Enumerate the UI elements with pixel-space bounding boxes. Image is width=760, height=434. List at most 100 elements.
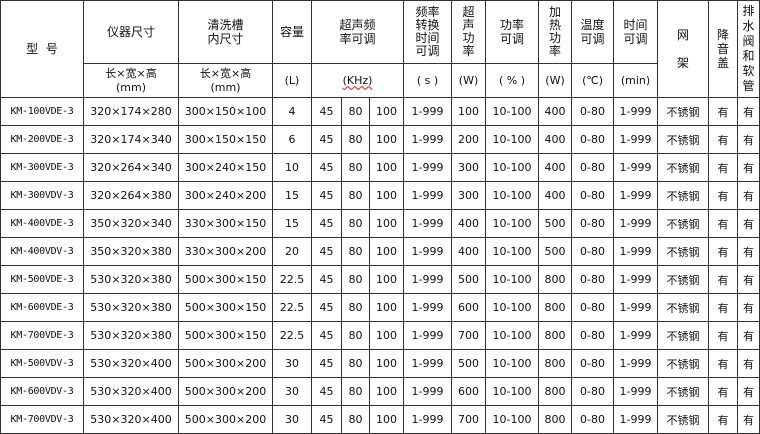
cell-capacity: 15 [272,181,312,210]
header-model: 型 号 [0,0,84,98]
cell-power-adjust: 10-100 [485,405,540,434]
cell-basket: 不锈钢 [657,181,710,210]
cell-drain: 有 [737,321,760,350]
cell-drain: 有 [737,181,760,210]
cell-basket: 不锈钢 [657,237,710,266]
unit-power-adjust: ( % ) [485,63,540,98]
cell-temperature: 0-80 [571,349,615,378]
cell-drain: 有 [737,405,760,434]
cell-freq-100: 100 [368,97,405,126]
cell-basket: 不锈钢 [657,265,710,294]
header-drain: 排 水 阀 和 软 管 [737,0,760,98]
cell-temperature: 0-80 [571,181,615,210]
cell-freq-100: 100 [368,237,405,266]
cell-freq-switch-time: 1-999 [403,265,453,294]
cell-freq-switch-time: 1-999 [403,181,453,210]
cell-temperature: 0-80 [571,125,615,154]
cell-tank-size: 500×300×200 [178,377,273,406]
cell-instrument-size: 530×320×400 [83,405,179,434]
cell-freq-switch-time: 1-999 [403,321,453,350]
cell-time: 1-999 [613,153,659,182]
cell-instrument-size: 350×320×340 [83,209,179,238]
cell-tank-size: 500×300×200 [178,349,273,378]
cell-power-adjust: 10-100 [485,349,540,378]
cell-model: KM-700VDE-3 [0,321,84,350]
cell-power-adjust: 10-100 [485,293,540,322]
cell-ultrasonic-power: 400 [451,237,487,266]
cell-noise-cover: 有 [708,153,739,182]
cell-heating-power: 400 [538,125,573,154]
cell-freq-switch-time: 1-999 [403,293,453,322]
cell-power-adjust: 10-100 [485,237,540,266]
header-temperature: 温度 可调 [571,0,615,64]
cell-time: 1-999 [613,349,659,378]
cell-temperature: 0-80 [571,321,615,350]
table-row: KM-400VDV-3 350×320×380 330×300×200 20 45 80 1… [0,237,760,266]
table-row: KM-500VDE-3 530×320×380 500×300×150 22.5 45 8… [0,265,760,294]
cell-capacity: 22.5 [272,321,312,350]
cell-freq-switch-time: 1-999 [403,405,453,434]
cell-heating-power: 800 [538,349,573,378]
cell-ultrasonic-power: 700 [451,321,487,350]
cell-heating-power: 400 [538,181,573,210]
table-row: KM-300VDV-3 320×264×380 300×240×200 15 45 80 1… [0,181,760,210]
cell-drain: 有 [737,377,760,406]
cell-freq-45: 45 [311,293,342,322]
cell-noise-cover: 有 [708,405,739,434]
cell-ultrasonic-power: 500 [451,349,487,378]
cell-capacity: 15 [272,209,312,238]
cell-time: 1-999 [613,405,659,434]
cell-freq-45: 45 [311,405,342,434]
cell-instrument-size: 320×264×380 [83,181,179,210]
cell-freq-100: 100 [368,153,405,182]
cell-drain: 有 [737,97,760,126]
cell-freq-45: 45 [311,209,342,238]
cell-time: 1-999 [613,97,659,126]
cell-freq-100: 100 [368,293,405,322]
cell-drain: 有 [737,293,760,322]
cell-freq-80: 80 [341,293,370,322]
cell-model: KM-300VDE-3 [0,153,84,182]
cell-freq-80: 80 [341,125,370,154]
cell-power-adjust: 10-100 [485,209,540,238]
header-tank-size: 清洗槽 内尺寸 [178,0,273,64]
cell-freq-45: 45 [311,153,342,182]
cell-basket: 不锈钢 [657,125,710,154]
unit-tank-size: 长×宽×高 (mm) [178,63,273,98]
cell-instrument-size: 350×320×380 [83,237,179,266]
cell-ultrasonic-power: 400 [451,209,487,238]
header-power-adjust: 功率 可调 [485,0,540,64]
table-row: KM-200VDE-3 320×174×340 300×150×150 6 45 80 10… [0,125,760,154]
cell-capacity: 30 [272,405,312,434]
cell-freq-80: 80 [341,181,370,210]
header-frequency: 超声频 率可调 [310,0,405,64]
cell-freq-45: 45 [311,349,342,378]
cell-noise-cover: 有 [708,209,739,238]
cell-instrument-size: 320×174×280 [83,97,179,126]
table-row: KM-600VDV-3 530×320×400 500×300×200 30 45 80 1… [0,377,760,406]
unit-temperature: (℃) [571,63,615,98]
cell-tank-size: 500×300×150 [178,293,273,322]
cell-model: KM-400VDE-3 [0,209,84,238]
table-row: KM-700VDV-3 530×320×400 500×300×200 30 45 80 1… [0,405,760,434]
cell-ultrasonic-power: 300 [451,181,487,210]
cell-freq-80: 80 [341,209,370,238]
cell-time: 1-999 [613,377,659,406]
cell-model: KM-300VDV-3 [0,181,84,210]
cell-freq-100: 100 [368,209,405,238]
cell-temperature: 0-80 [571,237,615,266]
cell-capacity: 22.5 [272,265,312,294]
cell-noise-cover: 有 [708,377,739,406]
cell-instrument-size: 320×264×340 [83,153,179,182]
cell-power-adjust: 10-100 [485,125,540,154]
table-row: KM-100VDE-3 320×174×280 300×150×100 4 45 80 10… [0,97,760,126]
cell-freq-100: 100 [368,321,405,350]
cell-model: KM-600VDV-3 [0,377,84,406]
cell-ultrasonic-power: 300 [451,153,487,182]
unit-ultrasonic-power: (W) [451,63,487,98]
table-row: KM-500VDV-3 530×320×400 500×300×200 30 45 80 1… [0,349,760,378]
cell-heating-power: 400 [538,153,573,182]
cell-drain: 有 [737,237,760,266]
cell-freq-100: 100 [368,181,405,210]
cell-ultrasonic-power: 200 [451,125,487,154]
